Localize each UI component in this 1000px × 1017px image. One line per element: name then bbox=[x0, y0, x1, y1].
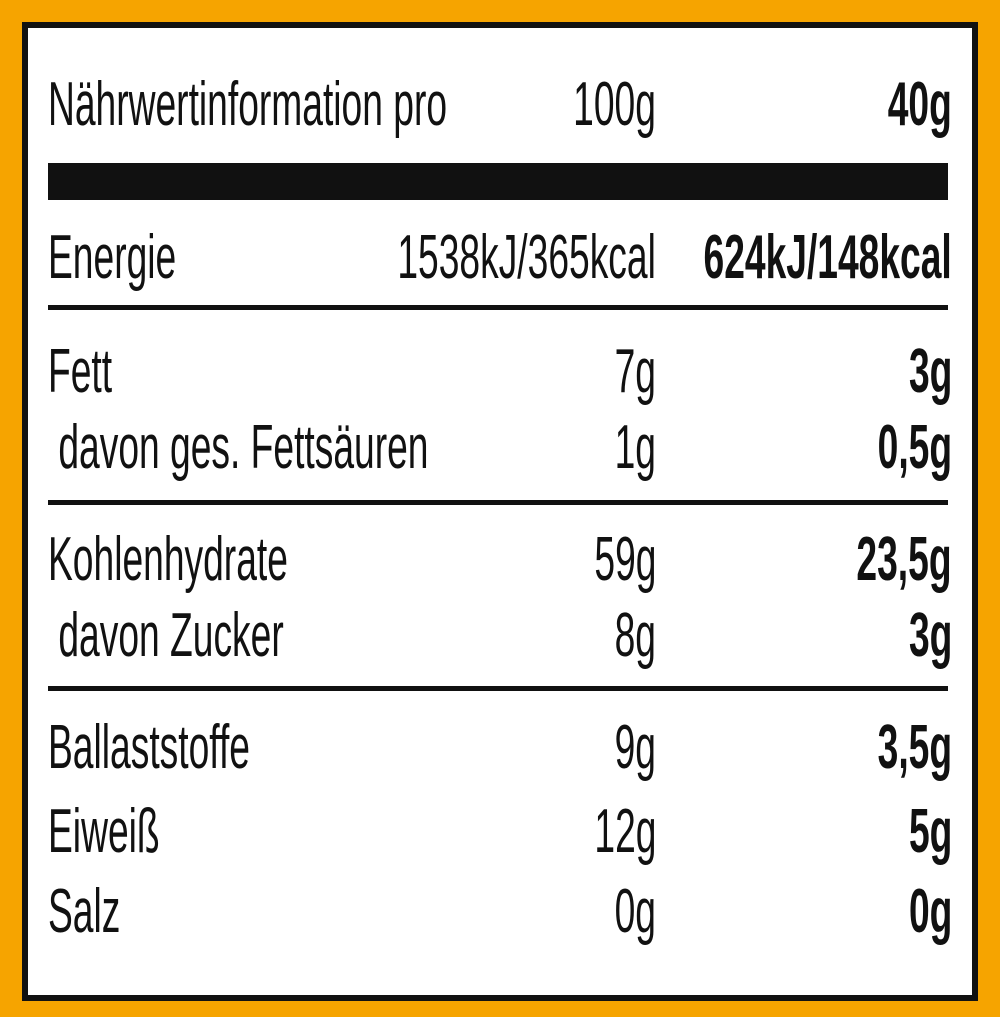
header-column: 100g bbox=[573, 70, 656, 139]
nutrient-value: 0g bbox=[614, 877, 656, 946]
nutrient-value: 3,5g bbox=[877, 713, 952, 782]
nutrient-value: 8g bbox=[614, 601, 656, 670]
nutrient-value: 1g bbox=[614, 413, 656, 482]
nutrient-label: Energie bbox=[48, 223, 177, 292]
nutrient-value: 3g bbox=[908, 337, 952, 406]
nutrient-value: 624kJ/148kcal bbox=[703, 223, 952, 292]
nutrient-value: 1538kJ/365kcal bbox=[397, 223, 656, 292]
header-label: Nährwertinformation pro bbox=[48, 70, 448, 139]
nutrient-label: Kohlenhydrate bbox=[48, 525, 288, 594]
nutrient-value: 7g bbox=[614, 337, 656, 406]
section-rule bbox=[48, 305, 948, 310]
nutrient-value: 3g bbox=[908, 601, 952, 670]
nutrient-label: davon ges. Fettsäuren bbox=[48, 413, 429, 482]
header-bar bbox=[48, 163, 948, 200]
header-column: 40g bbox=[887, 70, 952, 139]
nutrient-label: Fett bbox=[48, 337, 113, 406]
section-rule bbox=[48, 686, 948, 691]
nutrient-value: 0g bbox=[908, 877, 952, 946]
nutrient-value: 5g bbox=[908, 797, 952, 866]
nutrient-value: 59g bbox=[593, 525, 656, 594]
nutrition-table: Nährwertinformation pro 100g 40g Energie 153… bbox=[22, 22, 978, 1001]
nutrient-value: 0,5g bbox=[877, 413, 952, 482]
nutrient-label: Salz bbox=[48, 877, 121, 946]
section-rule bbox=[48, 500, 948, 505]
nutrient-label: Eiweiß bbox=[48, 797, 160, 866]
nutrient-value: 23,5g bbox=[856, 525, 952, 594]
nutrient-value: 12g bbox=[593, 797, 656, 866]
nutrient-value: 9g bbox=[614, 713, 656, 782]
nutrient-label: davon Zucker bbox=[48, 601, 284, 670]
nutrient-label: Ballaststoffe bbox=[48, 713, 250, 782]
